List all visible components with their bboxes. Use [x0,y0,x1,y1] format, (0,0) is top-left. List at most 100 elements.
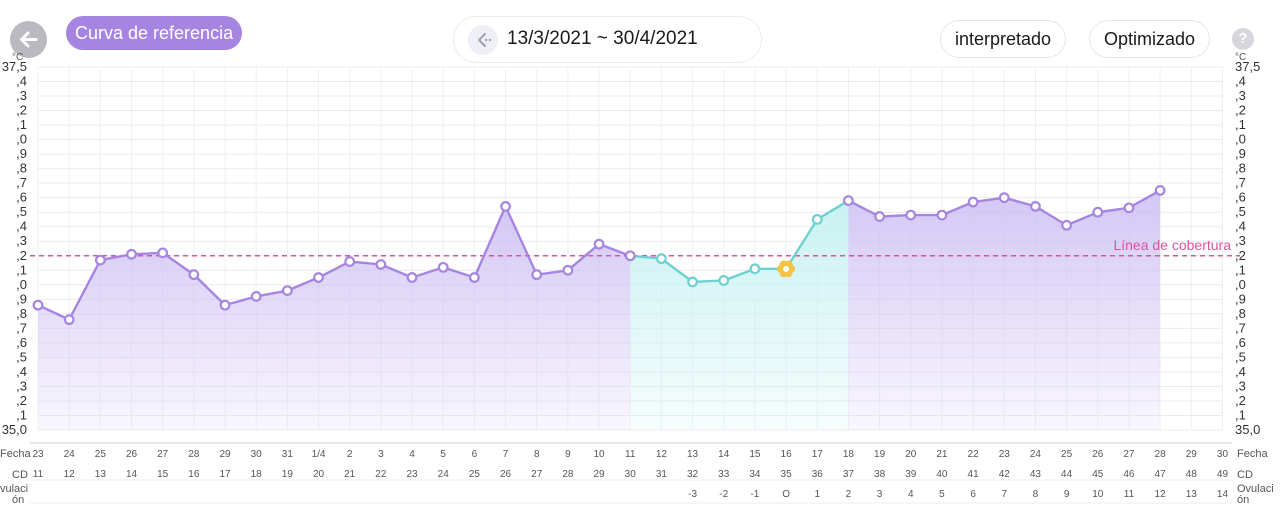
series-line [566,242,601,272]
data-point[interactable] [749,263,761,275]
data-point[interactable] [624,250,636,262]
cd-tick-label: 45 [1092,469,1104,480]
data-point[interactable] [1030,200,1041,212]
data-point[interactable] [344,256,356,267]
cd-tick-label: 28 [562,469,574,480]
data-point[interactable] [811,214,823,225]
ovulacion-row-label: vulaci [0,483,28,495]
y-tick-label-right: ,7 [1235,320,1246,335]
data-point[interactable] [936,209,948,221]
fecha-tick-label: 29 [1186,449,1198,460]
ovulacion-tick-label: 9 [1064,489,1070,500]
ovulacion-tick-label: 8 [1033,489,1039,500]
y-tick-label-right: 37,5 [1235,59,1260,74]
ovulacion-tick-label: 14 [1217,489,1229,500]
fecha-tick-label: 26 [126,449,138,460]
y-tick-label-right: ,9 [1235,291,1246,306]
cd-tick-label: 34 [749,469,761,480]
fecha-tick-label: 24 [64,449,76,460]
data-point[interactable] [375,259,387,270]
fecha-tick-label: 11 [625,449,636,460]
y-tick-label-right: ,9 [1235,146,1246,161]
data-point[interactable] [219,299,231,311]
fecha-tick-label: 16 [781,449,793,460]
cd-tick-label: 33 [718,469,730,480]
area-fill-purple [38,206,631,430]
y-tick-label-right: ,6 [1235,190,1246,205]
fecha-tick-label: 6 [472,449,478,460]
date-range-selector[interactable]: 13/3/2021 ~ 30/4/2021 [453,16,762,63]
fecha-tick-label: 28 [1155,449,1167,460]
data-point[interactable] [188,269,200,281]
interpretado-button[interactable]: interpretado [940,20,1067,58]
ovulacion-row-label: ón [1237,494,1249,506]
cd-tick-label: 16 [188,469,200,480]
cd-tick-label: 30 [625,469,637,480]
ovulation-flower-icon[interactable] [777,260,796,278]
series-line [161,251,196,276]
data-point[interactable] [32,299,44,311]
fecha-tick-label: 19 [874,449,886,460]
y-tick-label-left: ,5 [16,349,27,364]
data-point[interactable] [593,238,605,250]
data-point[interactable] [250,291,262,302]
series-line [317,260,351,279]
data-point[interactable] [874,211,885,222]
cd-tick-label: 42 [999,469,1011,480]
question-icon[interactable]: ? [1232,28,1254,50]
data-point[interactable] [126,248,137,260]
data-point[interactable] [63,314,75,326]
data-point[interactable] [313,272,324,283]
y-tick-label-right: ,0 [1235,132,1246,147]
data-point[interactable] [656,253,667,265]
fecha-tick-label: 4 [409,449,415,460]
data-point[interactable] [468,272,480,283]
area-fill-teal [630,200,849,430]
data-point[interactable] [500,200,511,212]
data-point[interactable] [157,247,169,259]
data-point[interactable] [967,196,979,208]
data-point[interactable] [687,276,698,288]
y-tick-label-right: ,7 [1235,175,1246,190]
back-button[interactable] [10,21,47,58]
cd-tick-label: 26 [500,469,512,480]
y-tick-label-left: ,9 [16,146,27,161]
fecha-tick-label: 27 [1123,449,1135,460]
cd-tick-label: 11 [33,469,44,480]
optimizado-button[interactable]: Optimizado [1089,20,1211,58]
cover-line-label: Línea de cobertura [1113,237,1231,253]
chevron-left-dots-icon[interactable] [468,25,498,55]
y-tick-label-right: ,0 [1235,277,1246,292]
y-tick-label-left: ,1 [16,117,27,132]
fecha-tick-label: 30 [251,449,263,460]
y-tick-label-right: ,4 [1235,364,1246,379]
fecha-tick-label: 21 [936,449,948,460]
fecha-tick-label: 2 [347,449,353,460]
cd-tick-label: 15 [157,469,169,480]
data-point[interactable] [1061,219,1073,231]
data-point[interactable] [1092,206,1104,218]
ovulacion-tick-label: 12 [1155,489,1167,500]
data-point[interactable] [998,192,1010,204]
data-point[interactable] [1154,185,1166,196]
data-point[interactable] [94,254,106,266]
reference-curve-button[interactable]: Curva de referencia [66,16,243,50]
data-point[interactable] [843,195,854,206]
data-point[interactable] [562,264,574,276]
data-point[interactable] [1123,202,1135,214]
fecha-tick-label: 26 [1092,449,1104,460]
fecha-tick-label: 7 [503,449,509,460]
fecha-tick-label: 20 [905,449,917,460]
data-point[interactable] [531,269,543,281]
ovulacion-tick-label: 11 [1124,489,1135,500]
data-point[interactable] [406,272,418,283]
fecha-tick-label: 5 [440,449,446,460]
data-point[interactable] [437,261,449,273]
data-point[interactable] [281,285,293,297]
cd-tick-label: 12 [64,469,76,480]
cd-tick-label: 21 [344,469,356,480]
data-point[interactable] [905,209,917,221]
y-tick-label-right: ,3 [1235,378,1246,393]
series-line [442,266,476,279]
data-point[interactable] [718,275,730,286]
